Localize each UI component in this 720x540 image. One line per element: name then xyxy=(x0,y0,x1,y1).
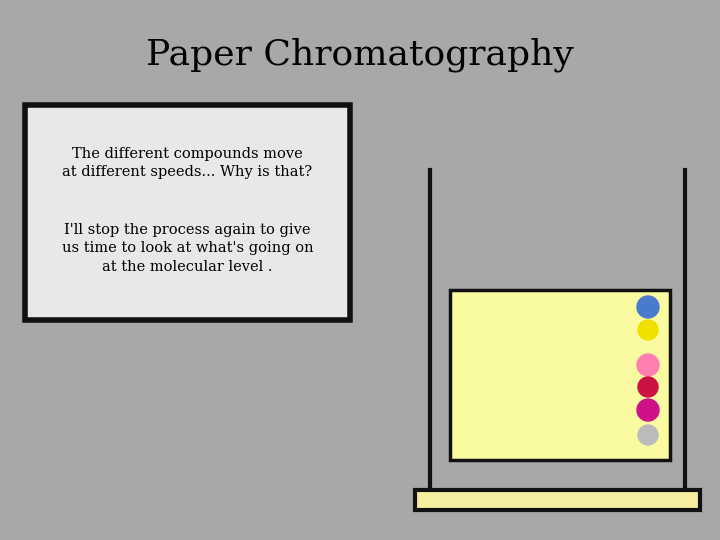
Circle shape xyxy=(638,320,658,340)
Text: The different compounds move
at different speeds... Why is that?: The different compounds move at differen… xyxy=(63,147,312,179)
Bar xyxy=(25,105,350,320)
Text: Paper Chromatography: Paper Chromatography xyxy=(146,38,574,72)
Circle shape xyxy=(637,296,659,318)
Text: I'll stop the process again to give
us time to look at what's going on
at the mo: I'll stop the process again to give us t… xyxy=(62,223,313,274)
Circle shape xyxy=(638,425,658,445)
Bar xyxy=(450,290,670,460)
Circle shape xyxy=(637,354,659,376)
Circle shape xyxy=(638,377,658,397)
Circle shape xyxy=(637,399,659,421)
Bar xyxy=(415,490,700,510)
